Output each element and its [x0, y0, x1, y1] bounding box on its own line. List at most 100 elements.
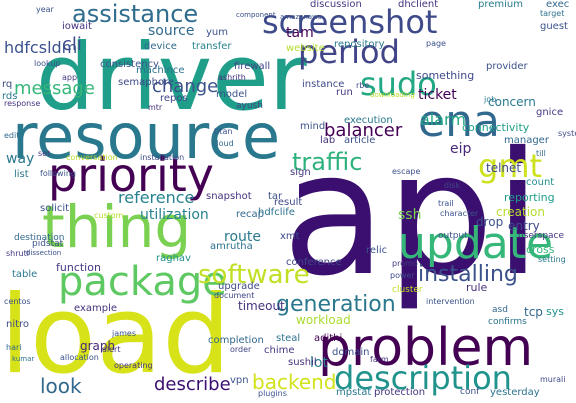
word-workload: workload: [296, 313, 351, 327]
word-steal: steal: [276, 333, 301, 344]
word-edit: edit: [4, 131, 20, 140]
word-trail: trail: [438, 199, 454, 208]
word-repos: repos: [160, 93, 188, 104]
word-escape: escape: [392, 167, 421, 176]
word-gmt: gmt: [478, 147, 543, 185]
word-dhclient: dhclient: [398, 0, 439, 10]
word-repository: repository: [334, 39, 385, 50]
word-ayush: ayush: [236, 101, 263, 111]
word-vpn: vpn: [230, 375, 249, 386]
word-job: job: [484, 95, 497, 104]
word-priority: priority: [48, 148, 214, 202]
word-telnet: telnet: [486, 161, 522, 175]
word-sushil: sushil: [288, 357, 317, 368]
word-conversation: conversation: [66, 153, 118, 162]
word-provider: provider: [486, 61, 528, 72]
word-shruti: shruti: [6, 249, 29, 258]
word-xmt: xmt: [280, 231, 300, 242]
word-recap: recap: [236, 209, 265, 220]
word-yesterday: yesterday: [490, 387, 540, 398]
word-chime: chime: [264, 345, 295, 356]
word-disk: disk: [444, 181, 461, 190]
word-set: set: [38, 149, 51, 158]
word-api: api: [282, 116, 542, 314]
word-mind: mind: [300, 121, 326, 132]
word-reporting: reporting: [504, 191, 555, 204]
word-character: character: [440, 209, 479, 218]
word-article: article: [344, 135, 376, 146]
word-snapshot: snapshot: [206, 191, 252, 202]
word-screenshot: screenshot: [262, 3, 438, 41]
word-semaphore: semaphore: [118, 77, 175, 88]
word-traffic: traffic: [292, 148, 363, 176]
word-hdfclife: hdfclife: [258, 207, 295, 218]
word-rq: rq: [2, 79, 13, 90]
word-operating: operating: [114, 361, 153, 370]
word-connectivity: connectivity: [462, 121, 530, 134]
word-change: change: [152, 76, 219, 97]
word-iowait: iowait: [62, 21, 92, 32]
word-relic: relic: [366, 245, 388, 256]
word-installation: installation: [140, 153, 185, 162]
word-nitro: nitro: [6, 319, 30, 330]
word-target: target: [540, 9, 565, 18]
word-raghav: raghav: [156, 253, 191, 264]
word-concern: concern: [488, 95, 536, 109]
word-ena: ena: [418, 96, 500, 147]
word-rds: rds: [2, 91, 18, 102]
word-kumar: kumar: [12, 355, 35, 363]
word-dissection: dissection: [26, 249, 62, 257]
word-discussion: discussion: [310, 0, 362, 10]
word-lot: lot: [310, 355, 328, 371]
word-load: load: [0, 273, 231, 398]
word-confirms: confirms: [488, 317, 527, 327]
word-software: software: [198, 260, 310, 290]
word-way: way: [6, 151, 35, 167]
word-timeout: timeout: [238, 299, 285, 313]
word-sys: sys: [546, 305, 564, 318]
word-backend: backend: [252, 370, 337, 394]
word-sudo: sudo: [360, 65, 437, 103]
word-package: package: [58, 259, 227, 305]
word-installing: installing: [418, 262, 518, 287]
word-graph: graph: [80, 339, 116, 353]
word-gnice: gnice: [536, 107, 564, 118]
word-entry: entry: [508, 219, 540, 233]
word-tar: tar: [268, 191, 283, 202]
word-till: till: [536, 149, 546, 158]
word-mtr: mtr: [148, 103, 163, 112]
word-look: look: [40, 374, 82, 398]
word-transfer: transfer: [192, 41, 232, 52]
word-lookup: lookup: [34, 59, 61, 68]
word-conf: conf: [460, 387, 480, 397]
word-result: result: [274, 197, 303, 208]
word-run: run: [336, 87, 353, 98]
word-solicit: solicit: [40, 203, 70, 214]
word-resource: resource: [12, 100, 281, 173]
word-cli: cli: [62, 34, 82, 55]
word-asd: asd: [492, 305, 508, 315]
word-plugins: plugins: [258, 389, 287, 398]
word-custom: custom: [94, 211, 124, 220]
word-mpstat: mpstat: [336, 387, 372, 398]
word-ashrith: ashrith: [218, 73, 246, 82]
word-sign: sign: [290, 167, 311, 178]
word-yum: yum: [206, 27, 228, 38]
word-update: update: [398, 218, 554, 269]
word-balancer: balancer: [324, 120, 403, 141]
word-year: year: [36, 5, 54, 14]
word-execution: execution: [344, 115, 393, 126]
word-list: list: [14, 169, 29, 180]
word-ssh: ssh: [398, 207, 422, 223]
word-order: order: [230, 345, 252, 354]
word-centos: centos: [4, 297, 31, 306]
word-premium: premium: [478, 0, 523, 10]
word-generation: generation: [276, 292, 396, 317]
word-utilization: utilization: [140, 207, 209, 223]
word-protection: protection: [374, 387, 426, 398]
word-pidstat: pidstat: [32, 239, 64, 249]
word-driver: driver: [36, 24, 307, 131]
word-output: output: [438, 231, 468, 241]
word-rule: rule: [466, 281, 488, 294]
